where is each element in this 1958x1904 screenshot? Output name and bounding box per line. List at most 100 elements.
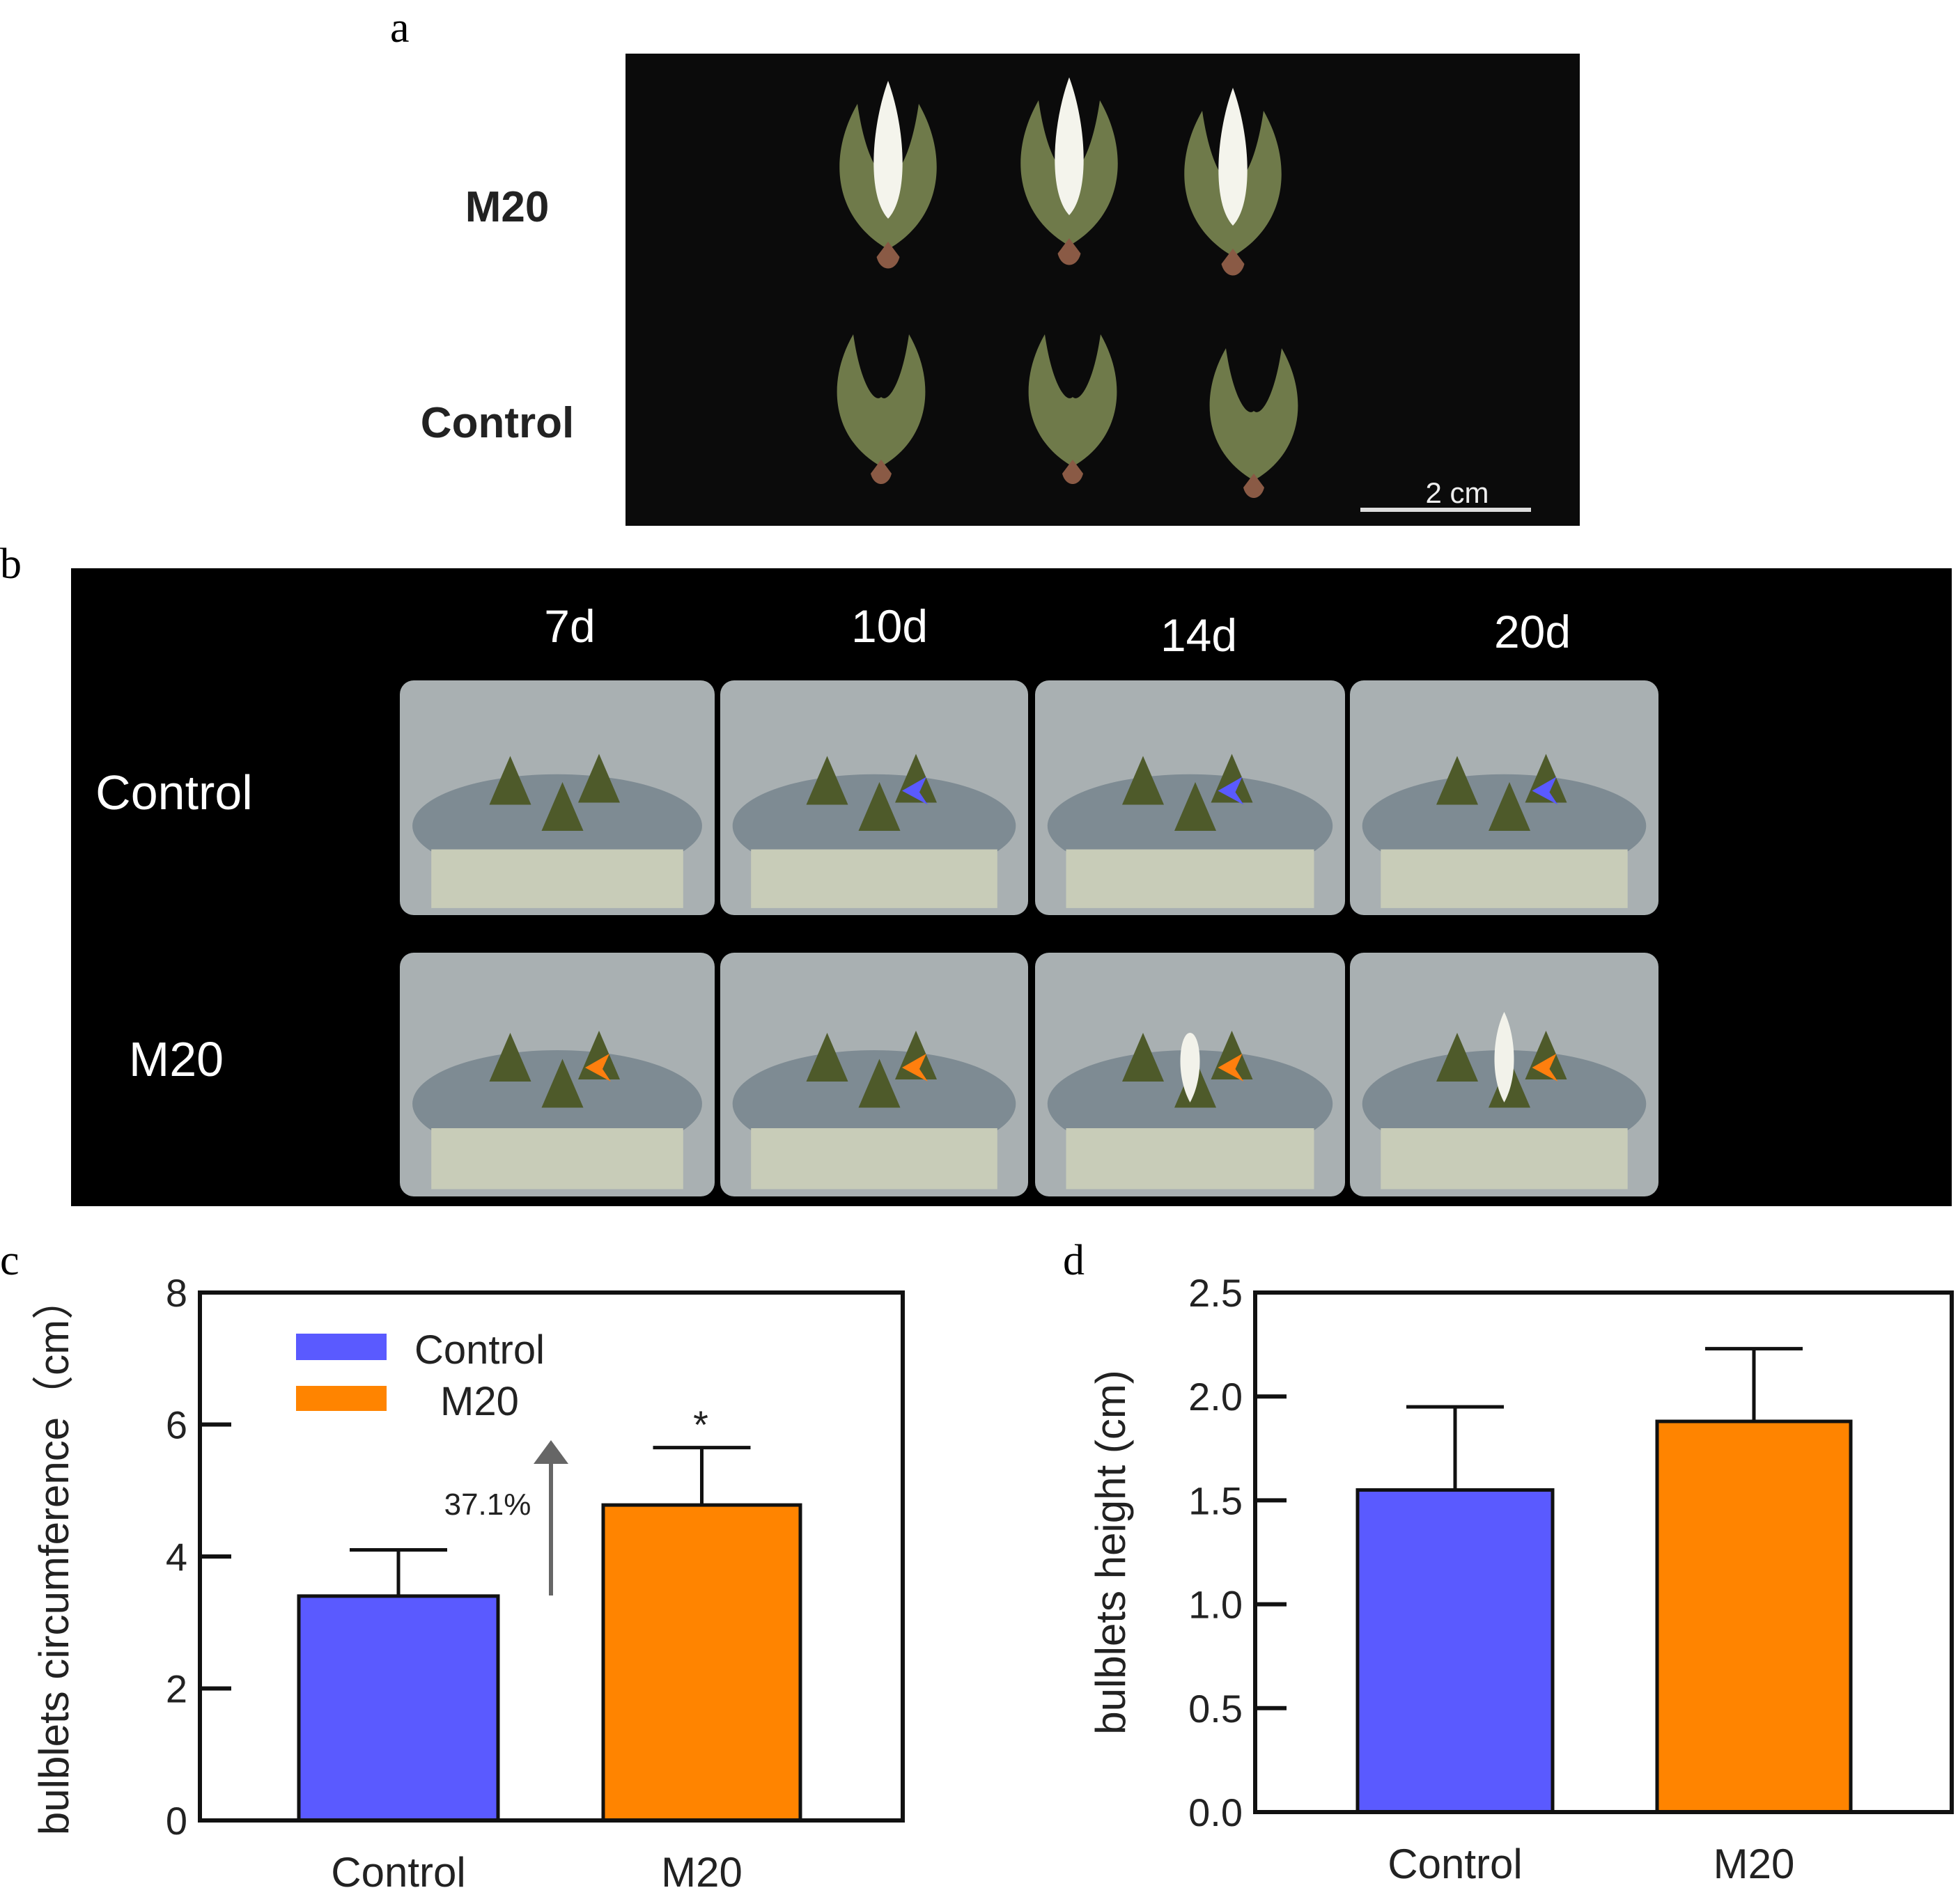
y-tick-label: 1.5 xyxy=(1188,1478,1243,1522)
arrow-up-icon xyxy=(534,1440,568,1464)
bar-m20 xyxy=(601,1503,802,1823)
y-axis-label: bulblets height (cm) xyxy=(1087,1370,1134,1735)
arrowhead-marker-icon xyxy=(902,777,928,805)
bulblet xyxy=(1122,756,1164,805)
bulblet-shoot xyxy=(1218,88,1248,226)
flask-photo xyxy=(1035,680,1345,915)
flask-agar xyxy=(1381,849,1628,908)
significance-marker: * xyxy=(693,1403,708,1446)
flask-photo xyxy=(1350,680,1658,915)
legend-label-control: Control xyxy=(414,1327,545,1373)
panel-a-label-control: Control xyxy=(421,399,574,447)
panel-a-photo: 2 cm xyxy=(626,54,1580,526)
y-tick-label: 4 xyxy=(166,1535,187,1579)
bulblet xyxy=(858,1059,901,1108)
flask-agar xyxy=(1381,1128,1628,1189)
day-label: 10d xyxy=(851,600,928,652)
bulblet-base xyxy=(1057,238,1081,265)
bulblet-scales xyxy=(837,334,926,467)
bulblet-base xyxy=(876,242,900,269)
arrowhead-marker-icon xyxy=(1218,777,1244,805)
bulblet xyxy=(806,1033,848,1082)
y-tick-label: 6 xyxy=(166,1403,187,1447)
bulblet-base xyxy=(871,460,892,484)
bulblet xyxy=(1028,334,1117,484)
flask-agar xyxy=(1066,849,1314,908)
panel-c-letter: c xyxy=(0,1237,20,1284)
flask-agar xyxy=(431,1128,683,1189)
bulblet-base xyxy=(1062,460,1083,484)
flask-photo xyxy=(400,680,715,915)
y-tick-label: 2.5 xyxy=(1188,1271,1243,1315)
day-label: 7d xyxy=(544,600,595,652)
y-tick-label: 1.0 xyxy=(1188,1583,1243,1627)
panel-d-letter: d xyxy=(1063,1237,1085,1284)
bar-m20 xyxy=(1655,1419,1853,1814)
arrowhead-marker-icon xyxy=(1532,1054,1558,1082)
bulblet xyxy=(541,1059,584,1108)
flask-photo xyxy=(400,953,715,1196)
y-tick-label: 2.0 xyxy=(1188,1375,1243,1419)
flask-agar xyxy=(751,849,997,908)
bulblet xyxy=(1184,88,1282,276)
panel-b-label-m20: M20 xyxy=(129,1032,224,1086)
bulblet xyxy=(489,756,531,805)
bulblet-shoot xyxy=(873,81,903,219)
day-label: 20d xyxy=(1494,606,1571,657)
arrowhead-marker-icon xyxy=(585,1054,611,1082)
chart-height: Control M20 0.0 0.5 1.0 1.5 2.0 2.5 bulblets hei… xyxy=(1087,1271,1954,1887)
flask-photo xyxy=(1350,953,1658,1196)
flask-agar xyxy=(1066,1128,1314,1189)
increase-annotation: 37.1% xyxy=(444,1488,531,1522)
bulblet-scales xyxy=(1028,334,1117,467)
bulblet xyxy=(541,782,584,831)
bulblet-scales xyxy=(1209,348,1298,481)
bulblet xyxy=(858,782,901,831)
bulblet-shoot xyxy=(1494,1012,1514,1102)
bulblet xyxy=(839,81,937,269)
bulblet-base xyxy=(1243,474,1264,498)
x-tick-label: Control xyxy=(1388,1841,1522,1887)
bulblet xyxy=(1436,756,1478,805)
legend-label-m20: M20 xyxy=(440,1379,519,1424)
arrowhead-marker-icon xyxy=(1532,777,1558,805)
bulblet xyxy=(578,754,620,803)
bulblet xyxy=(1436,1033,1478,1082)
arrowhead-marker-icon xyxy=(902,1054,928,1082)
legend-swatch-control xyxy=(296,1334,387,1360)
chart-circumference: Control M20 0 2 4 6 8 bulblets circumference（cm… xyxy=(31,1271,905,1896)
y-tick-label: 8 xyxy=(166,1271,187,1315)
y-axis-label: bulblets circumference（cm） xyxy=(31,1278,77,1835)
legend-swatch-m20 xyxy=(296,1386,387,1411)
flask-agar xyxy=(751,1128,997,1189)
bar-control xyxy=(1355,1488,1555,1814)
flask-agar xyxy=(431,849,683,908)
bulblet xyxy=(806,756,848,805)
flask-photo xyxy=(720,953,1028,1196)
x-tick-label: Control xyxy=(331,1849,465,1896)
bulblet xyxy=(837,334,926,484)
scale-bar-label: 2 cm xyxy=(1425,476,1489,509)
day-label: 14d xyxy=(1160,609,1237,661)
x-tick-label: M20 xyxy=(661,1849,743,1896)
y-tick-label: 2 xyxy=(166,1667,187,1711)
bulblet xyxy=(1122,1033,1164,1082)
panel-a-letter: a xyxy=(390,4,410,52)
panel-b-letter: b xyxy=(0,540,22,588)
y-tick-label: 0.0 xyxy=(1188,1790,1243,1834)
y-tick-label: 0.5 xyxy=(1188,1687,1243,1731)
bulblet-shoot xyxy=(1180,1033,1200,1102)
flask-photo xyxy=(1035,953,1345,1196)
bulblet xyxy=(1174,782,1216,831)
bulblet xyxy=(1489,782,1530,831)
bulblet-base xyxy=(1221,249,1245,276)
bulblet-shoot xyxy=(1055,77,1084,215)
flask-photo xyxy=(720,680,1028,915)
x-tick-label: M20 xyxy=(1714,1841,1795,1887)
bulblet xyxy=(489,1033,531,1082)
y-tick-label: 0 xyxy=(166,1799,187,1843)
plot-frame xyxy=(1253,1290,1954,1814)
panel-b-photo: 7d 10d 14d 20d Control M20 xyxy=(71,568,1952,1206)
bulblet xyxy=(1020,77,1118,265)
